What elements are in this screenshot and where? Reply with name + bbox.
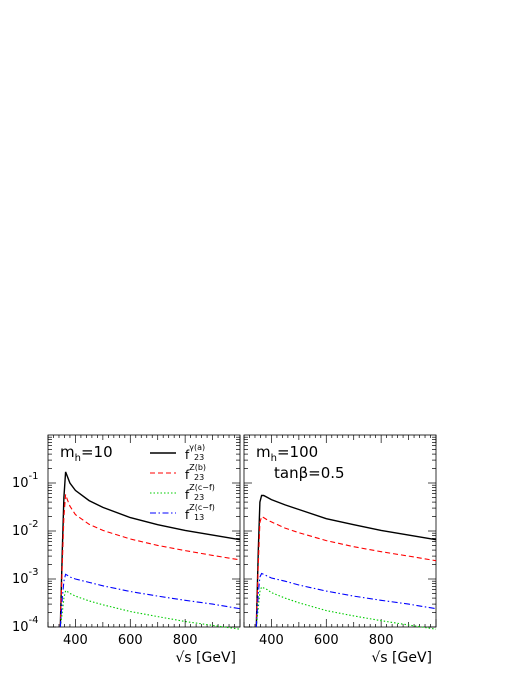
series-line-3 xyxy=(59,589,241,630)
legend-label: fZ(b) 23 xyxy=(185,463,206,482)
legend-label: fZ(c−f) 23 xyxy=(185,483,215,502)
series-line-2 xyxy=(59,494,241,628)
series-line-1 xyxy=(255,494,437,628)
panel-label: mh=100 xyxy=(256,443,318,464)
series-line-2 xyxy=(255,515,437,628)
x-tick-label: 800 xyxy=(369,633,394,648)
x-tick-label: 600 xyxy=(314,633,339,648)
legend-label: fZ(c−f) 13 xyxy=(185,503,215,522)
series-line-3 xyxy=(255,586,437,630)
x-tick-label: 400 xyxy=(63,633,88,648)
y-tick-label: 10-2 xyxy=(12,519,39,539)
x-axis-label: √s [GeV] xyxy=(371,650,432,666)
panel-label: mh=10 xyxy=(60,443,113,464)
chart-panel-1: 400 600 800 10-1 10-2 10-3 10-4 √s [GeV] mh=10 fγ… xyxy=(12,434,241,666)
legend-label: fγ(a) 23 xyxy=(185,443,205,462)
x-tick-label: 400 xyxy=(259,633,284,648)
y-tick-label: 10-4 xyxy=(12,615,39,635)
x-tick-label: 800 xyxy=(173,633,198,648)
series-line-4 xyxy=(59,573,241,628)
series-line-4 xyxy=(255,572,437,628)
x-axis-label: √s [GeV] xyxy=(175,650,236,666)
y-tick-label: 10-1 xyxy=(12,471,39,491)
series-line-1 xyxy=(59,471,241,628)
y-tick-label: 10-3 xyxy=(12,567,39,587)
panel-annotation: tanβ=0.5 xyxy=(274,464,345,482)
x-tick-label: 600 xyxy=(118,633,143,648)
